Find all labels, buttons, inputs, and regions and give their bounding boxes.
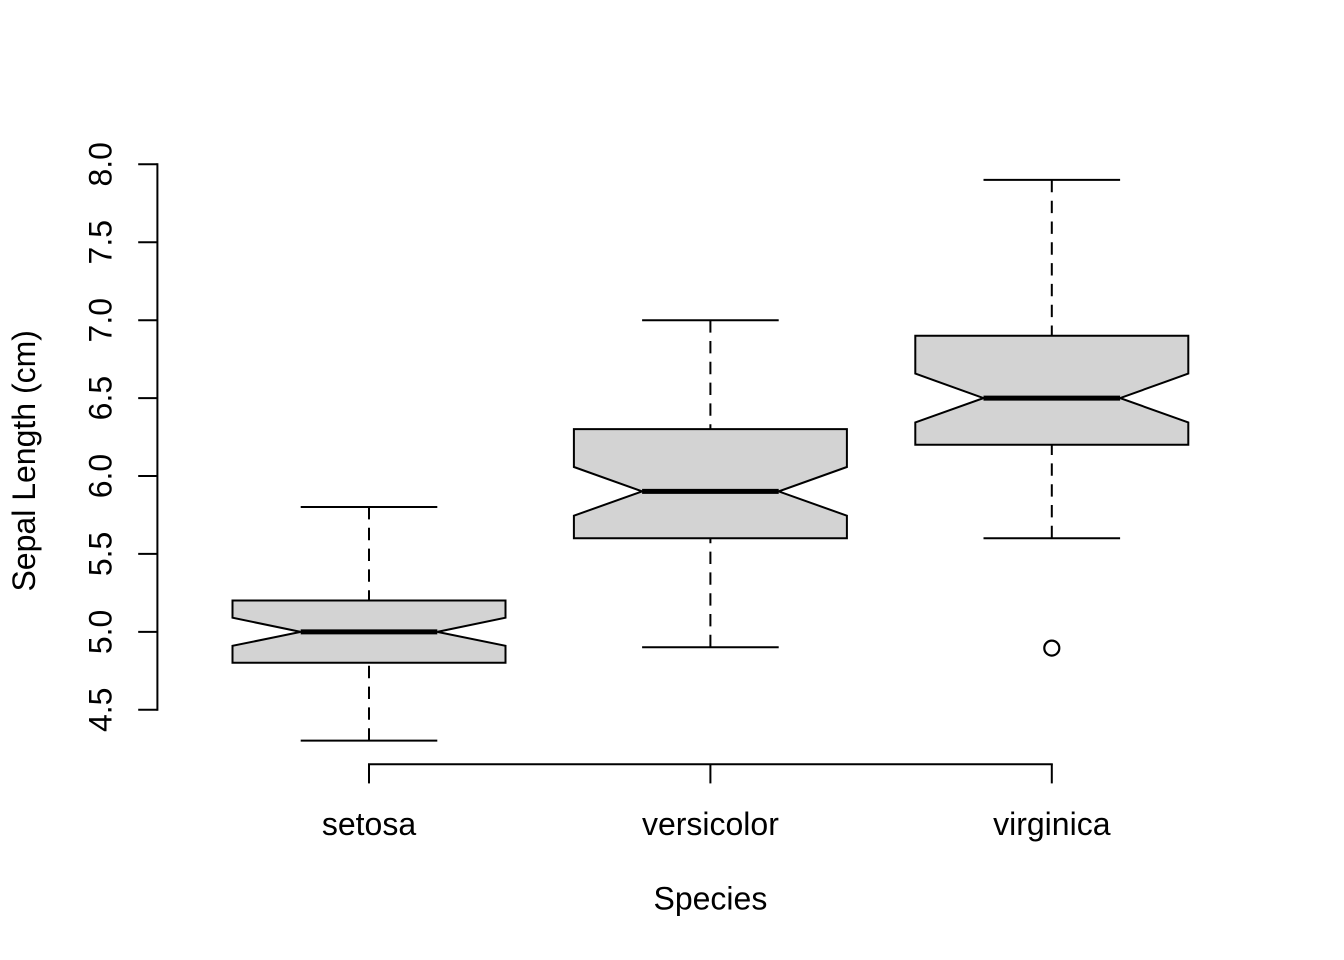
svg-text:Sepal Length (cm): Sepal Length (cm) [6,330,42,591]
svg-text:5.0: 5.0 [82,610,118,654]
svg-text:7.0: 7.0 [82,298,118,342]
svg-text:4.5: 4.5 [82,688,118,732]
svg-text:7.5: 7.5 [82,220,118,264]
svg-text:5.5: 5.5 [82,532,118,576]
svg-text:setosa: setosa [322,806,416,842]
svg-text:6.5: 6.5 [82,376,118,420]
svg-text:8.0: 8.0 [82,142,118,186]
svg-text:versicolor: versicolor [642,806,779,842]
svg-text:virginica: virginica [993,806,1111,842]
svg-text:Species: Species [653,880,767,916]
svg-text:6.0: 6.0 [82,454,118,498]
